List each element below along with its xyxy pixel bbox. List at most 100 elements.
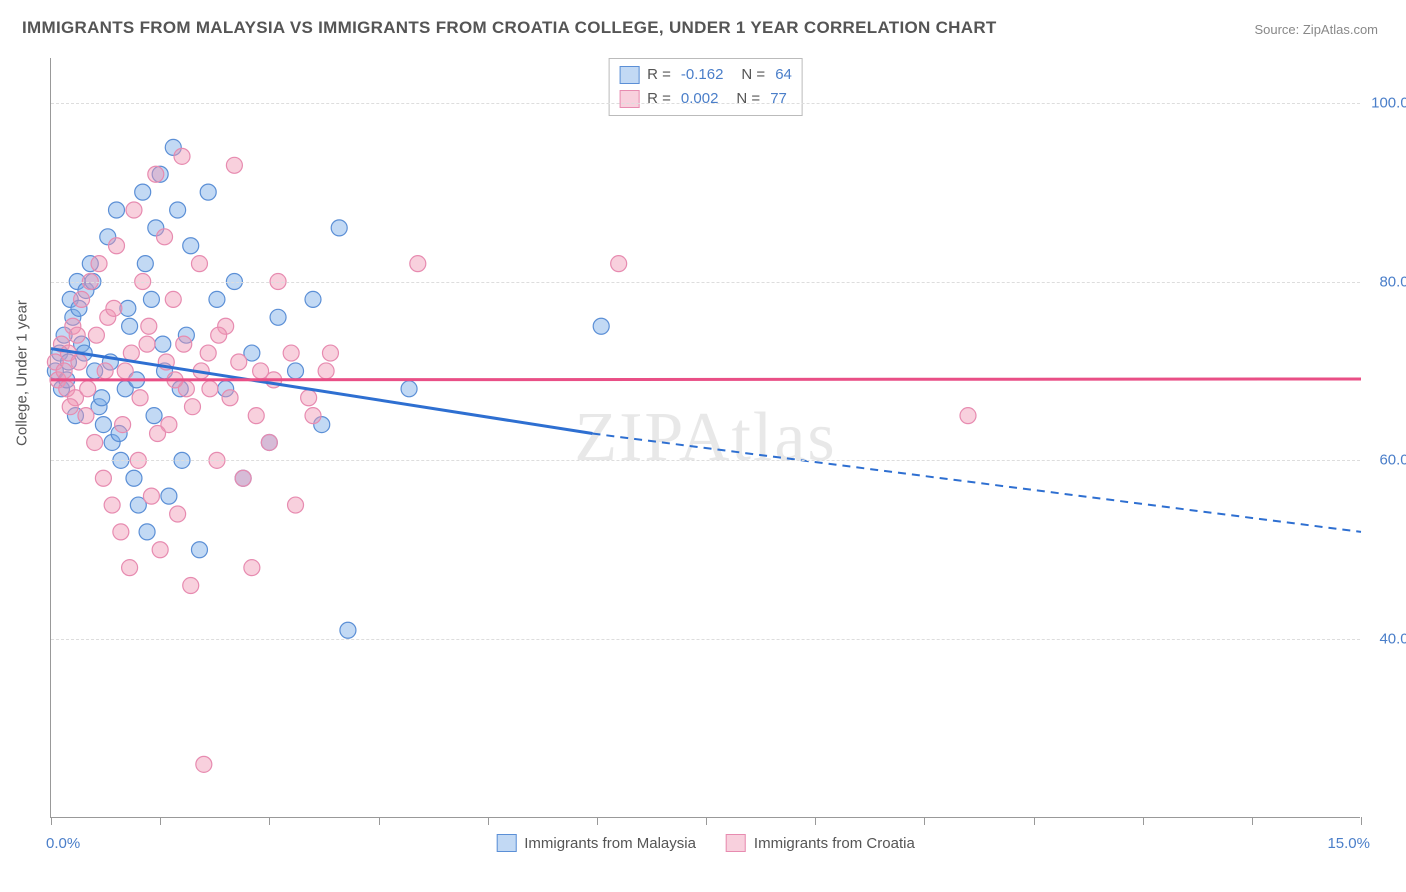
scatter-point (305, 408, 321, 424)
scatter-point (305, 291, 321, 307)
plot-area: ZIPAtlas R = -0.162N = 64R = 0.002N = 77… (50, 58, 1360, 818)
legend-swatch (619, 66, 639, 84)
x-tick (269, 817, 270, 825)
scatter-point (122, 318, 138, 334)
legend-bottom: Immigrants from Malaysia Immigrants from … (496, 834, 915, 852)
scatter-point (56, 363, 72, 379)
scatter-point (137, 256, 153, 272)
gridline (51, 460, 1360, 461)
scatter-point (143, 488, 159, 504)
scatter-point (115, 417, 131, 433)
scatter-point (322, 345, 338, 361)
x-tick (706, 817, 707, 825)
x-tick (160, 817, 161, 825)
gridline (51, 103, 1360, 104)
legend-n-label: N = (736, 87, 760, 111)
legend-stat-row: R = -0.162N = 64 (619, 63, 792, 87)
scatter-point (109, 238, 125, 254)
scatter-point (74, 291, 90, 307)
scatter-point (200, 345, 216, 361)
scatter-point (143, 291, 159, 307)
x-tick (1361, 817, 1362, 825)
legend-swatch (726, 834, 746, 852)
scatter-point (126, 470, 142, 486)
chart-container: IMMIGRANTS FROM MALAYSIA VS IMMIGRANTS F… (0, 0, 1406, 892)
legend-n-value: 77 (770, 87, 787, 111)
scatter-point (235, 470, 251, 486)
scatter-point (960, 408, 976, 424)
scatter-point (191, 542, 207, 558)
scatter-point (288, 363, 304, 379)
scatter-point (139, 336, 155, 352)
legend-n-label: N = (741, 63, 765, 87)
x-tick (597, 817, 598, 825)
trend-line-dashed (592, 434, 1361, 532)
scatter-point (270, 309, 286, 325)
trend-line-solid (51, 379, 1361, 380)
scatter-point (78, 408, 94, 424)
scatter-point (155, 336, 171, 352)
gridline (51, 639, 1360, 640)
legend-swatch (496, 834, 516, 852)
x-tick (1143, 817, 1144, 825)
scatter-point (170, 506, 186, 522)
scatter-point (183, 238, 199, 254)
x-tick (488, 817, 489, 825)
x-tick (379, 817, 380, 825)
legend-label: Immigrants from Malaysia (524, 835, 696, 852)
scatter-point (71, 354, 87, 370)
scatter-point (150, 426, 166, 442)
legend-r-value: -0.162 (681, 63, 724, 87)
scatter-point (148, 166, 164, 182)
scatter-point (410, 256, 426, 272)
scatter-point (80, 381, 96, 397)
scatter-point (244, 560, 260, 576)
legend-r-value: 0.002 (681, 87, 719, 111)
scatter-point (200, 184, 216, 200)
x-tick (1252, 817, 1253, 825)
scatter-point (226, 157, 242, 173)
x-axis-max-label: 15.0% (1327, 835, 1370, 852)
scatter-point (157, 229, 173, 245)
scatter-point (132, 390, 148, 406)
scatter-point (222, 390, 238, 406)
y-tick-label: 100.0% (1371, 94, 1406, 111)
scatter-point (301, 390, 317, 406)
scatter-point (261, 434, 277, 450)
scatter-point (106, 300, 122, 316)
scatter-point (113, 524, 129, 540)
legend-swatch (619, 90, 639, 108)
scatter-point (62, 399, 78, 415)
scatter-point (69, 327, 85, 343)
legend-item: Immigrants from Malaysia (496, 834, 696, 852)
scatter-point (340, 622, 356, 638)
scatter-point (231, 354, 247, 370)
scatter-point (146, 408, 162, 424)
scatter-point (141, 318, 157, 334)
x-tick (924, 817, 925, 825)
scatter-point (104, 497, 120, 513)
legend-r-label: R = (647, 63, 671, 87)
scatter-point (248, 408, 264, 424)
x-tick (51, 817, 52, 825)
scatter-point (593, 318, 609, 334)
y-tick-label: 60.0% (1379, 452, 1406, 469)
scatter-point (135, 184, 151, 200)
legend-item: Immigrants from Croatia (726, 834, 915, 852)
legend-stats-box: R = -0.162N = 64R = 0.002N = 77 (608, 58, 803, 116)
scatter-point (202, 381, 218, 397)
scatter-point (126, 202, 142, 218)
scatter-point (318, 363, 334, 379)
scatter-point (196, 756, 212, 772)
chart-svg (51, 58, 1360, 817)
scatter-point (87, 434, 103, 450)
scatter-point (97, 363, 113, 379)
scatter-point (283, 345, 299, 361)
scatter-point (95, 470, 111, 486)
legend-r-label: R = (647, 87, 671, 111)
legend-label: Immigrants from Croatia (754, 835, 915, 852)
scatter-point (88, 327, 104, 343)
scatter-point (209, 291, 225, 307)
scatter-point (331, 220, 347, 236)
scatter-point (94, 390, 110, 406)
